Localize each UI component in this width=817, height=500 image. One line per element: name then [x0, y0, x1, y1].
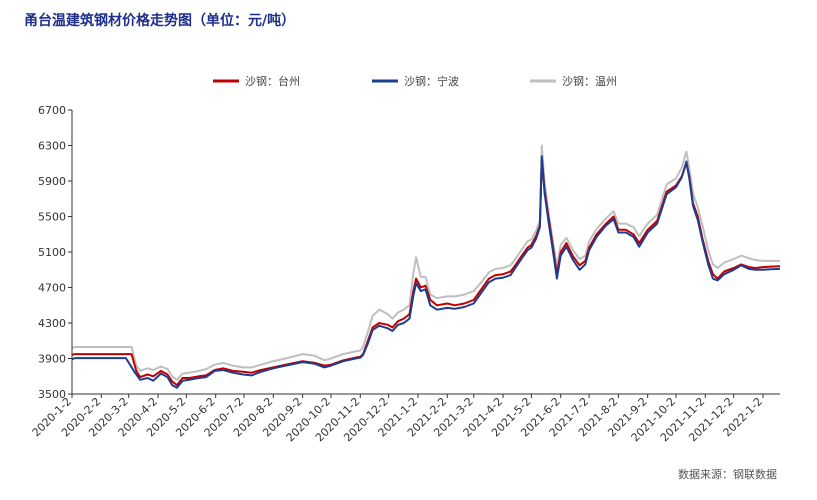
y-tick-label: 4300	[38, 317, 66, 330]
y-tick-label: 5500	[38, 211, 66, 224]
legend-label-2: 沙钢：温州	[562, 75, 617, 88]
y-ticks: 3500 3900 4300 4700 5100 5500 5900 6300 6700	[38, 104, 72, 401]
y-tick-label: 3500	[38, 388, 66, 401]
legend-label-1: 沙钢：宁波	[404, 74, 459, 88]
series-line-0	[71, 157, 781, 387]
y-tick-label: 5100	[38, 246, 66, 259]
series-layer	[71, 144, 781, 389]
x-ticks: 2020-1-22020-2-22020-3-22020-4-22020-5-2…	[30, 394, 765, 444]
y-tick-label: 6700	[38, 104, 66, 117]
legend: 沙钢：台州 沙钢：宁波 沙钢：温州	[213, 74, 617, 88]
series-line-2	[71, 144, 780, 381]
y-tick-label: 6300	[38, 140, 66, 153]
chart-title: 甬台温建筑钢材价格走势图（单位：元/吨）	[24, 13, 296, 29]
series-line-1	[71, 155, 781, 389]
legend-label-0: 沙钢：台州	[245, 74, 300, 88]
axes	[71, 110, 780, 395]
y-tick-label: 4700	[38, 282, 66, 295]
y-tick-label: 3900	[38, 353, 66, 366]
y-tick-label: 5900	[38, 175, 66, 188]
data-source: 数据来源：钢联数据	[678, 468, 777, 481]
